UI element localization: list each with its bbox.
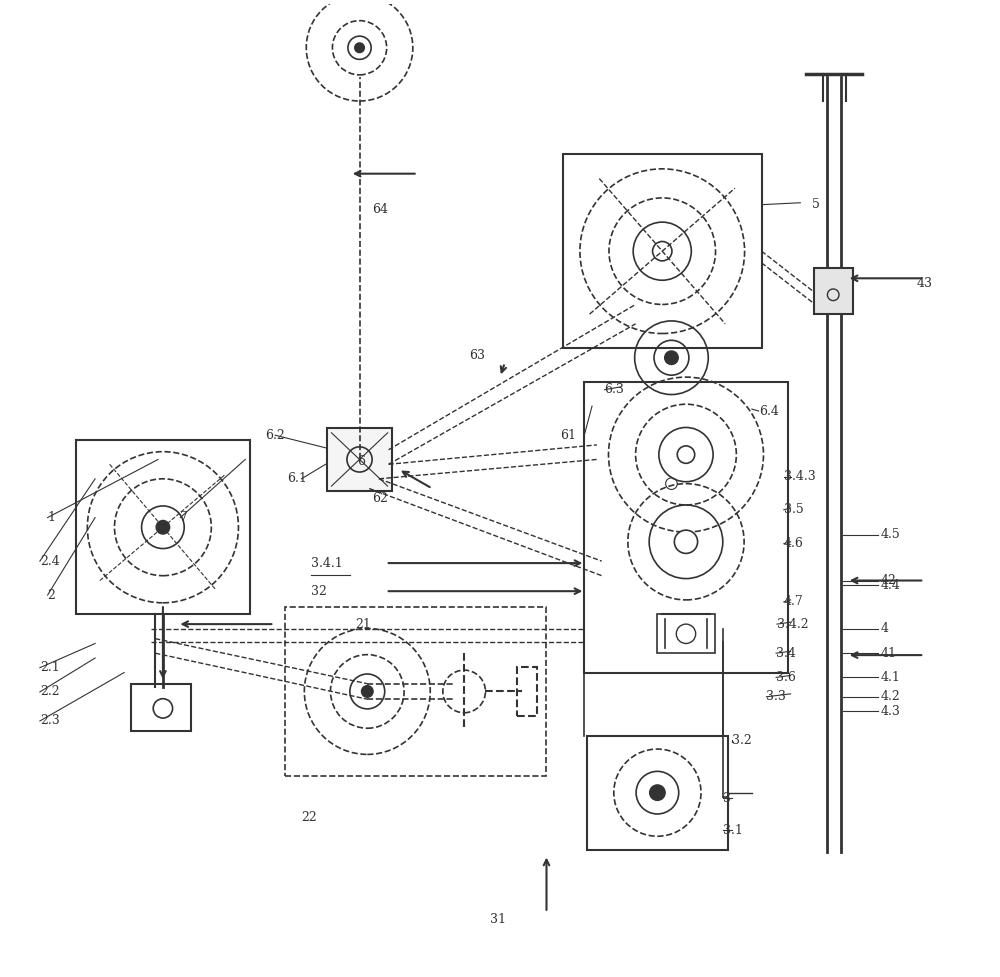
Bar [76, 440, 250, 615]
Text: 2: 2 [48, 588, 56, 602]
Text: 32: 32 [311, 584, 327, 598]
Bar [657, 615, 715, 654]
Text: 63: 63 [469, 350, 485, 362]
Text: 4.4: 4.4 [881, 578, 901, 592]
Circle shape [355, 43, 364, 53]
Text: 2.3: 2.3 [40, 714, 60, 728]
Text: 5: 5 [812, 198, 820, 211]
Circle shape [674, 531, 698, 553]
Bar [285, 607, 546, 776]
Bar [327, 428, 392, 490]
Text: 6.4: 6.4 [759, 404, 779, 417]
Text: 6.1: 6.1 [287, 472, 307, 486]
Text: 3.2: 3.2 [732, 734, 752, 746]
Text: 3.4.2: 3.4.2 [777, 617, 809, 630]
Text: 2.1: 2.1 [40, 661, 60, 674]
Text: 4.2: 4.2 [881, 691, 900, 703]
Circle shape [348, 36, 371, 60]
Text: 4.5: 4.5 [881, 529, 900, 541]
Bar [131, 684, 191, 731]
Text: 3.4: 3.4 [776, 647, 796, 659]
Text: 3.5: 3.5 [784, 503, 804, 516]
Text: 4.6: 4.6 [784, 537, 804, 550]
Bar [587, 736, 728, 850]
Bar [584, 382, 788, 672]
Text: 31: 31 [490, 913, 506, 926]
Text: 6.2: 6.2 [266, 429, 285, 442]
Bar [814, 268, 853, 315]
Circle shape [665, 351, 678, 364]
Text: 3.6: 3.6 [776, 671, 796, 684]
Circle shape [156, 521, 170, 534]
Text: 41: 41 [881, 647, 897, 659]
Text: 3.4.3: 3.4.3 [784, 470, 816, 484]
Text: 2.4: 2.4 [40, 555, 60, 568]
Text: 7: 7 [180, 511, 188, 524]
Text: 61: 61 [560, 429, 576, 442]
Text: 64: 64 [372, 203, 388, 216]
Text: 1: 1 [48, 511, 56, 524]
Text: 2.2: 2.2 [40, 686, 60, 699]
Text: 3.1: 3.1 [723, 824, 743, 837]
Text: 43: 43 [917, 276, 933, 289]
Bar [563, 154, 762, 348]
Text: 4: 4 [881, 622, 889, 635]
Text: 3.4.1: 3.4.1 [311, 557, 343, 570]
Text: 3.3: 3.3 [766, 691, 786, 703]
Text: 6.3: 6.3 [605, 383, 624, 397]
Text: 21: 21 [355, 617, 371, 630]
Text: 6: 6 [357, 455, 365, 468]
Text: 42: 42 [881, 574, 897, 587]
Text: 4.1: 4.1 [881, 671, 901, 684]
Text: 62: 62 [372, 491, 388, 505]
Text: 4.7: 4.7 [784, 595, 804, 609]
Circle shape [361, 686, 373, 698]
Circle shape [650, 785, 665, 800]
Circle shape [653, 241, 672, 261]
Text: 22: 22 [301, 811, 317, 825]
Text: 4.3: 4.3 [881, 704, 901, 718]
Circle shape [677, 446, 695, 463]
Text: 3: 3 [723, 792, 731, 805]
Bar [517, 667, 537, 715]
